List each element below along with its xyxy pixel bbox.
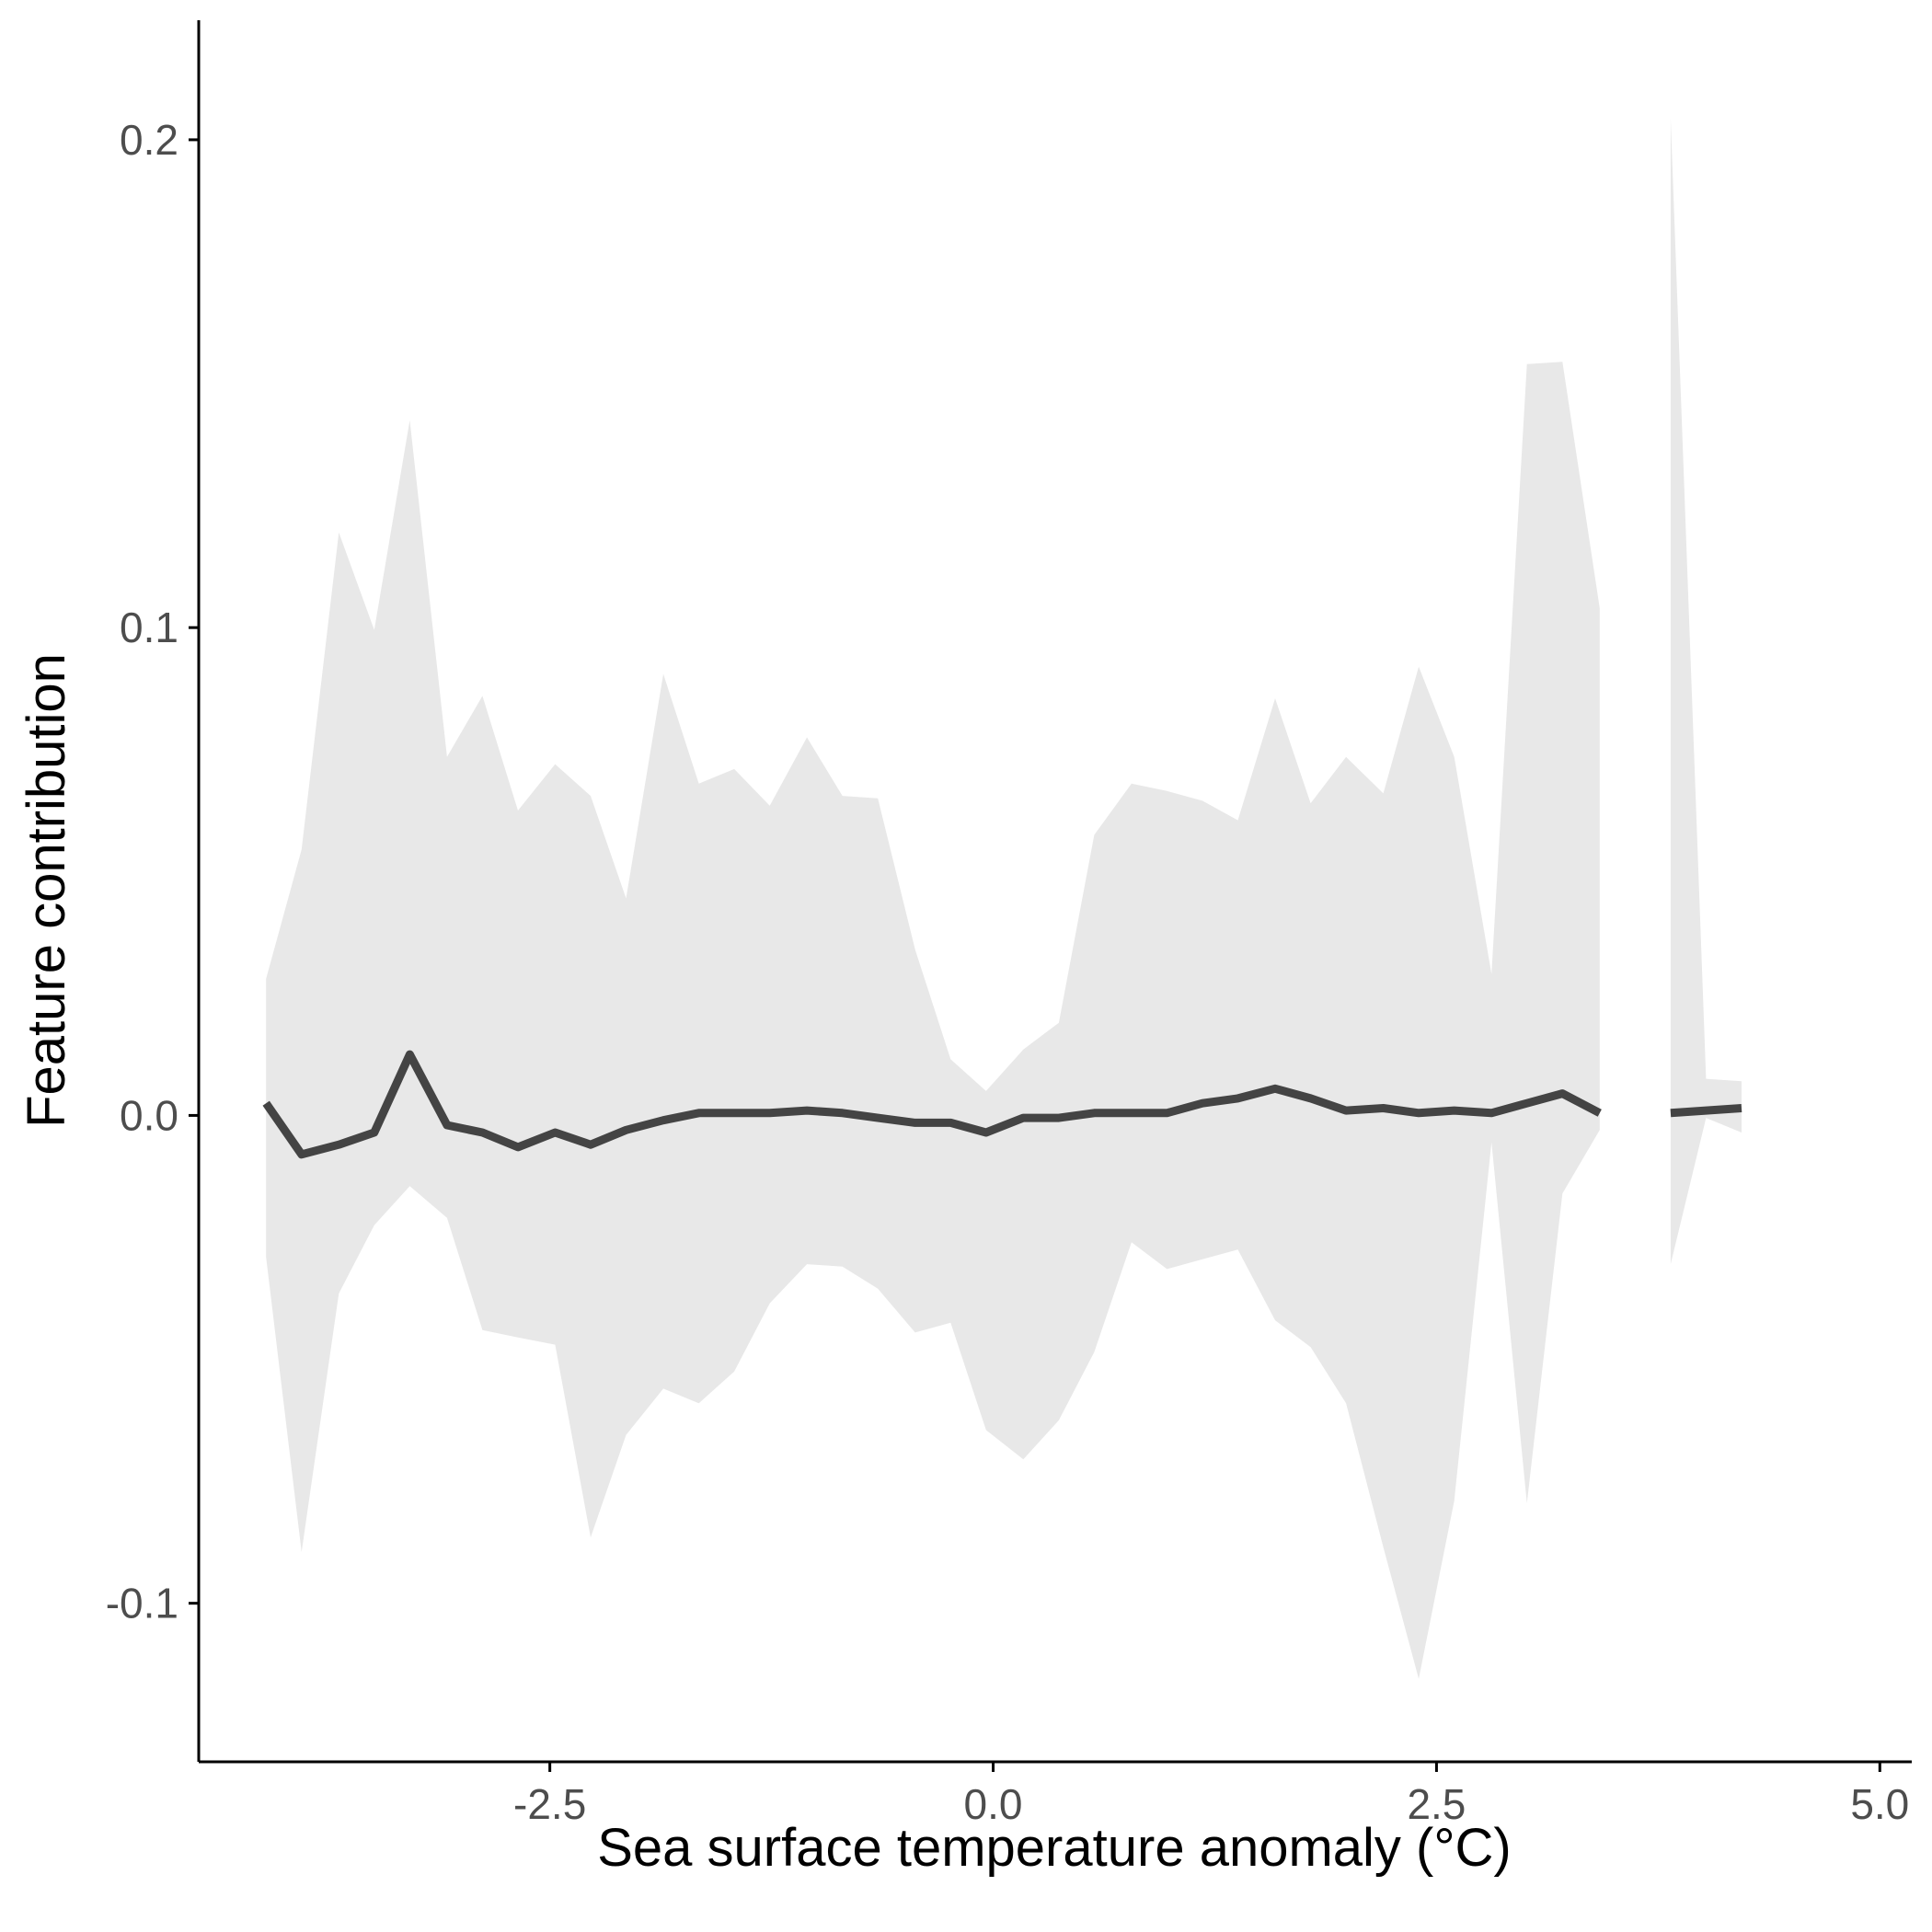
x-tick-label: 0.0 [964, 1780, 1023, 1828]
series-line-segment-2 [1670, 1104, 1742, 1118]
series-line-segment-1 [262, 1050, 1602, 1159]
y-tick-group: -0.1 0.0 0.1 0.2 [106, 116, 199, 1627]
y-tick-label: -0.1 [106, 1580, 178, 1627]
y-tick-label: 0.1 [120, 604, 178, 651]
x-tick-label: 2.5 [1407, 1780, 1466, 1828]
x-tick-label: -2.5 [513, 1780, 586, 1828]
y-tick-label: 0.2 [120, 116, 178, 164]
x-tick-label: 5.0 [1850, 1780, 1909, 1828]
line-series-layer [262, 1050, 1742, 1159]
confidence-band-layer [266, 118, 1742, 1679]
confidence-band-segment-1 [266, 362, 1600, 1679]
x-tick-group: -2.5 0.0 2.5 5.0 [513, 1762, 1909, 1828]
x-axis-title: Sea surface temperature anomaly (°C) [597, 1818, 1512, 1878]
confidence-band-segment-2 [1670, 118, 1742, 1265]
y-tick-label: 0.0 [120, 1091, 178, 1139]
y-axis-title: Feature contribution [17, 653, 76, 1128]
